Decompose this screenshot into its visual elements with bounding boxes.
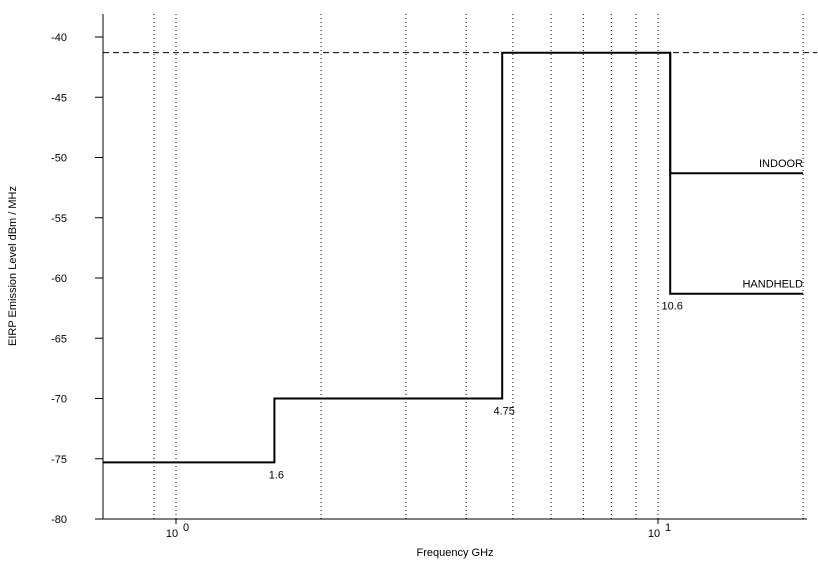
y-tick-label: -50 — [51, 153, 67, 165]
series-line-handheld — [669, 52, 804, 295]
y-tick-label: -55 — [51, 213, 67, 225]
annotations: INDOOR HANDHELD 1.6 4.75 10.6 — [269, 158, 803, 481]
y-tick-label: -40 — [51, 32, 67, 44]
annotation-label: 4.75 — [493, 406, 514, 418]
series-label-handheld: HANDHELD — [742, 279, 803, 291]
y-tick-label: -75 — [51, 454, 67, 466]
x-tick-label: 10 — [648, 528, 660, 540]
x-tick-exponent: 1 — [665, 522, 671, 534]
annotation-label: 1.6 — [269, 469, 284, 481]
y-tick-label: -80 — [51, 514, 67, 526]
y-tick-label: -60 — [51, 273, 67, 285]
series-label-indoor: INDOOR — [759, 158, 803, 170]
series-lines — [103, 51, 817, 464]
y-tick-label: -65 — [51, 333, 67, 345]
y-tick-label: -70 — [51, 394, 67, 406]
tick-labels: -40 -45 -50 -55 -60 -65 -70 -75 -80 10 0 10 1 — [51, 32, 671, 540]
x-tick-exponent: 0 — [183, 522, 189, 534]
x-gridlines — [153, 14, 804, 519]
series-line-indoor — [103, 51, 804, 464]
axes — [95, 14, 807, 524]
y-axis-label: EIRP Emission Level dBm / MHz — [7, 186, 19, 346]
annotation-label: 10.6 — [661, 301, 682, 313]
x-tick-label: 10 — [166, 528, 178, 540]
x-axis-label: Frequency GHz — [416, 547, 493, 559]
y-tick-label: -45 — [51, 92, 67, 104]
